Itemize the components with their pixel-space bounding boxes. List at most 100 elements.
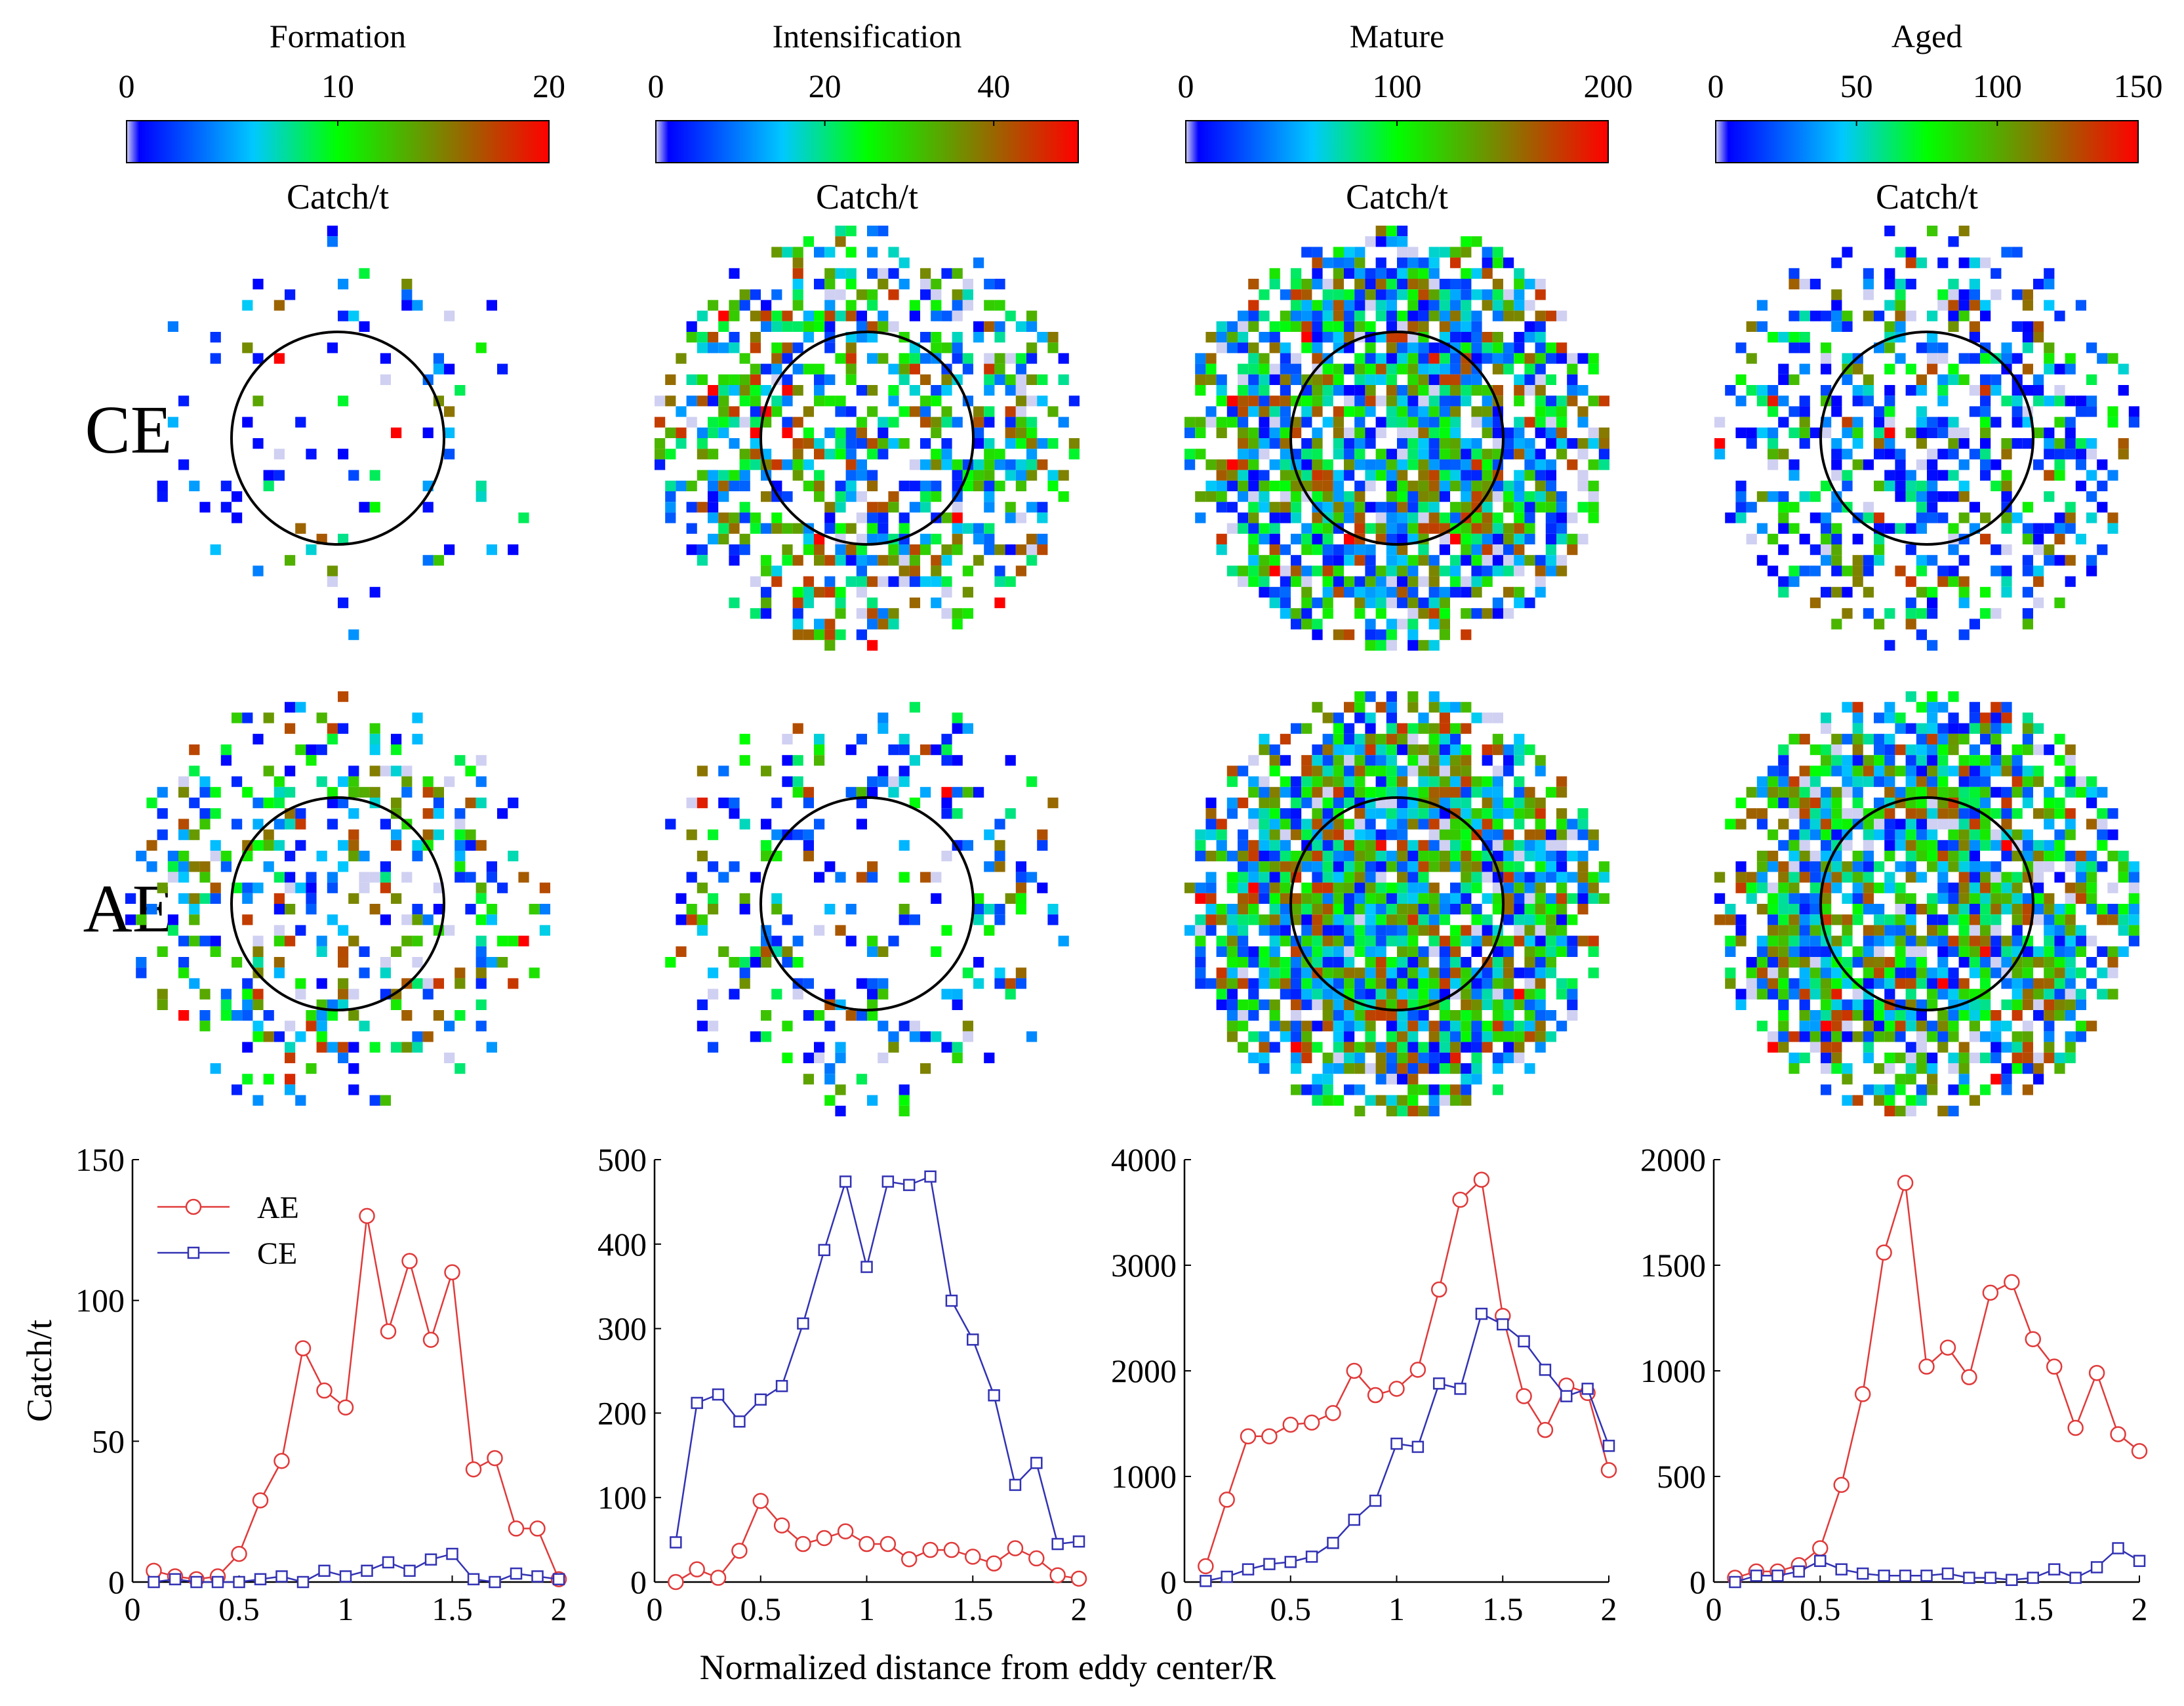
heatmap-cell [1991, 882, 2002, 893]
heatmap-cell [1514, 523, 1525, 534]
heatmap-cell [316, 1031, 327, 1042]
heatmap-cell [1397, 872, 1408, 883]
heatmap-cell [2044, 904, 2055, 915]
heatmap-cell [1354, 733, 1365, 744]
heatmap-cell [1291, 555, 1302, 566]
heatmap-cell [1831, 765, 1842, 777]
heatmap-cell [824, 904, 836, 915]
heatmap-cell [1746, 882, 1757, 893]
heatmap-cell [835, 544, 846, 556]
heatmap-cell [2107, 946, 2118, 957]
heatmap-cell [1291, 776, 1302, 787]
heatmap-cell [475, 946, 487, 957]
heatmap-cell [1397, 449, 1408, 460]
heatmap-cell [1948, 1084, 1959, 1095]
heatmap-cell [1301, 449, 1312, 460]
data-point-ae [508, 1520, 525, 1537]
heatmap-cell [1205, 819, 1217, 830]
heatmap-cell [1556, 882, 1567, 893]
heatmap-cell [2118, 861, 2129, 872]
heatmap-cell [1503, 1042, 1514, 1053]
heatmap-cell [1333, 449, 1344, 460]
colorbar-title-formation: Formation [270, 18, 406, 54]
heatmap-cell [1205, 851, 1217, 862]
heatmap-cell [1831, 438, 1842, 449]
heatmap-cell [1354, 1052, 1365, 1063]
heatmap-cell [1535, 755, 1546, 766]
heatmap-cell [1397, 893, 1408, 904]
heatmap-cell [1238, 914, 1249, 925]
heatmap-cell [1037, 459, 1048, 470]
heatmap-cell [1810, 904, 1821, 915]
heatmap-cell [1354, 1105, 1365, 1116]
heatmap-cell [909, 755, 920, 766]
heatmap-cell [391, 946, 402, 957]
heatmap-cell [1916, 851, 1927, 862]
colorbar-tick-label: 150 [2114, 68, 2163, 104]
heatmap-cell [941, 608, 952, 619]
heatmap-cell [1344, 733, 1355, 744]
heatmap-cell [412, 904, 423, 915]
heatmap-cell [1439, 491, 1450, 502]
heatmap-cell [2012, 765, 2023, 777]
heatmap-cell [973, 406, 984, 417]
heatmap-cell [1428, 691, 1440, 702]
heatmap-cell [1397, 310, 1408, 321]
heatmap-cell [263, 829, 274, 840]
heatmap-cell [1301, 533, 1312, 544]
heatmap-cell [899, 1095, 910, 1106]
heatmap-cell [1735, 374, 1747, 385]
heatmap-cell [1354, 480, 1365, 491]
heatmap-cell [242, 882, 253, 893]
heatmap-cell [2044, 819, 2055, 830]
heatmap-cell [1514, 289, 1525, 300]
heatmap-cell [1248, 353, 1259, 364]
heatmap-cell [1524, 385, 1535, 396]
heatmap-cell [1810, 565, 1821, 577]
heatmap-cell [1980, 300, 1991, 311]
heatmap-cell [824, 374, 836, 385]
heatmap-cell [931, 427, 942, 438]
heatmap-cell [1980, 733, 1991, 744]
heatmap-cell [1450, 733, 1461, 744]
heatmap-cell [1354, 449, 1365, 460]
heatmap-cell [210, 935, 221, 946]
heatmap-cell [1789, 978, 1800, 989]
heatmap-cell [1226, 565, 1238, 577]
data-point-ce [2006, 1574, 2018, 1587]
heatmap-cell [1768, 1031, 1779, 1042]
heatmap-cell [1248, 978, 1259, 989]
heatmap-cell [761, 1010, 772, 1021]
heatmap-cell [1588, 502, 1599, 513]
heatmap-cell [2012, 978, 2023, 989]
heatmap-cell [1863, 765, 1874, 777]
heatmap-cell [2086, 470, 2097, 481]
heatmap-cell [1026, 427, 1038, 438]
heatmap-cell [1863, 861, 1874, 872]
heatmap-cell [1461, 798, 1472, 809]
heatmap-cell [792, 608, 803, 619]
heatmap-cell [2097, 946, 2108, 957]
heatmap-cell [984, 502, 995, 513]
heatmap-cell [401, 279, 413, 290]
heatmap-cell [508, 978, 519, 989]
heatmap-cell [1248, 999, 1259, 1010]
heatmap-cell [529, 967, 540, 979]
heatmap-cell [1269, 765, 1280, 777]
data-point-ae [731, 1543, 748, 1559]
heatmap-cell [994, 851, 1005, 862]
heatmap-cell [739, 300, 750, 311]
heatmap-cell [1937, 342, 1949, 354]
heatmap-cell [1397, 925, 1408, 936]
heatmap-cell [1333, 946, 1344, 957]
heatmap-cell [1248, 449, 1259, 460]
heatmap-cell [909, 385, 920, 396]
heatmap-cell [803, 586, 814, 598]
heatmap-cell [782, 353, 793, 364]
heatmap-cell [285, 1074, 296, 1085]
heatmap-cell [1248, 819, 1259, 830]
heatmap-cell [327, 723, 338, 734]
heatmap-cell [391, 744, 402, 756]
heatmap-cell [1226, 396, 1238, 407]
heatmap-cell [1567, 999, 1578, 1010]
